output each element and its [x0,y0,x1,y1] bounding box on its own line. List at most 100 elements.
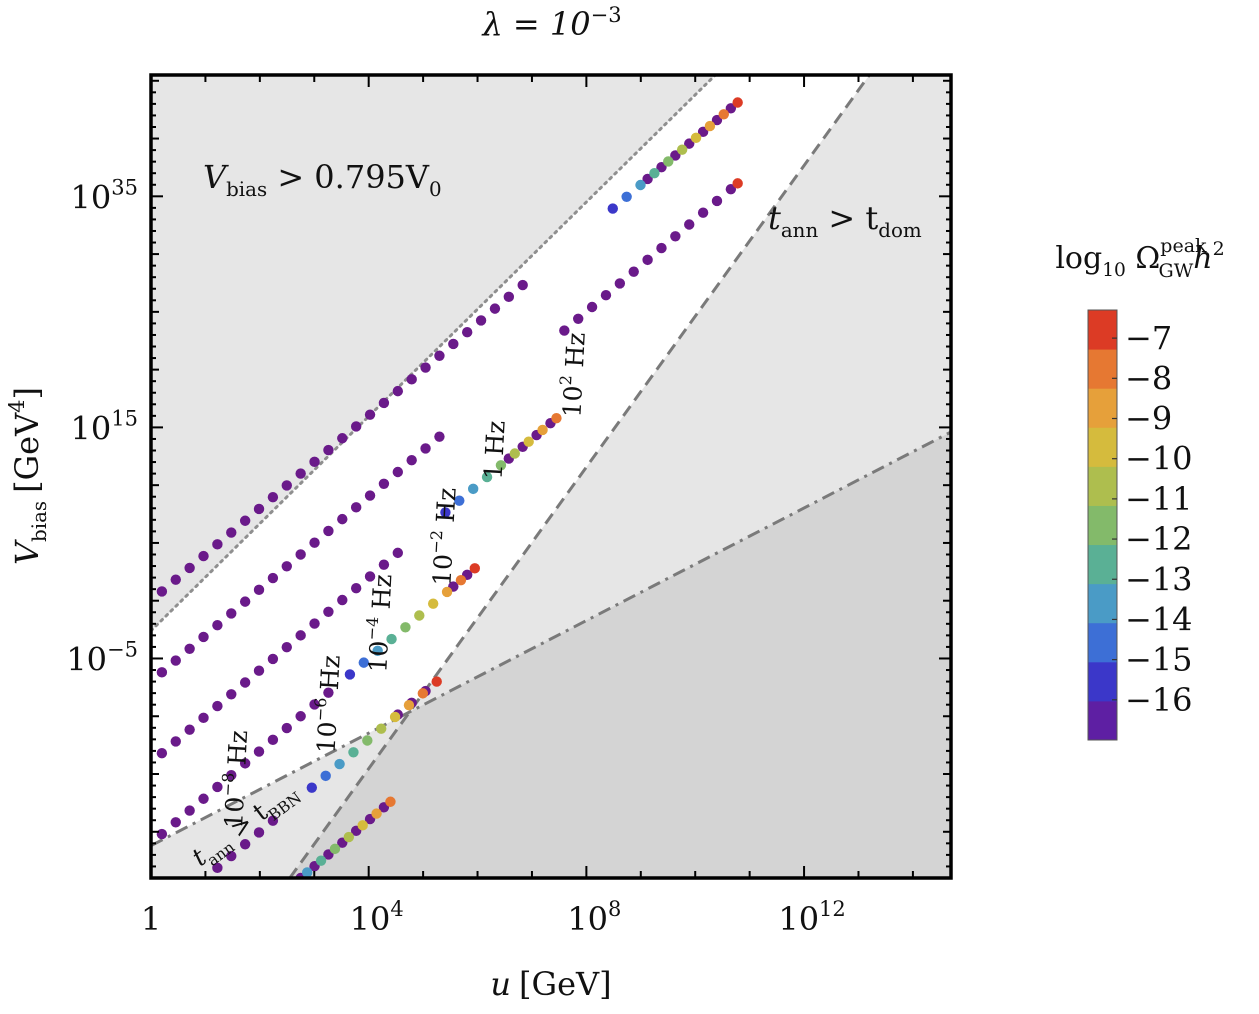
colorbar [1087,309,1118,741]
plot-frame [149,73,953,880]
tdom-region-label: tann > tdom [768,199,922,242]
data-points [156,97,743,878]
colorbar-segment [1088,661,1117,702]
data-point [226,769,237,781]
data-point [309,618,320,629]
data-point [226,608,237,619]
data-point [267,653,279,665]
chart-title: λ = 10−3 [480,3,621,43]
data-point [309,699,320,710]
data-point [239,596,251,607]
data-point [434,350,445,361]
series-label: 1 Hz [479,420,511,480]
series-label: 10−6 Hz [309,654,346,754]
data-point [253,665,265,676]
data-point [323,606,334,617]
tbbn-light-region [151,711,410,878]
colored-data-point [306,782,318,793]
data-point [489,303,501,314]
colored-data-point [414,610,425,621]
data-point [434,431,445,442]
colorbar-segment [1088,583,1117,624]
data-point [212,619,223,631]
colorbar-tick-label: −10 [1125,440,1193,478]
colored-data-point [372,645,383,657]
colored-data-point [344,669,356,680]
colored-data-point [495,460,507,471]
data-point [253,746,265,757]
colored-data-point [440,507,451,518]
series-labels: 102 Hz 1 Hz 10−2 Hz 10−4 Hz 10−6 Hz 10−8 Hz [216,332,591,829]
series-label: 10−4 Hz [360,573,397,673]
colored-data-point [455,574,467,586]
colored-data-point [386,633,397,645]
series-label: 10−8 Hz [216,729,253,829]
colorbar-segment [1088,310,1117,350]
data-point [628,266,639,277]
data-point [267,491,279,503]
colored-data-point [732,178,743,189]
data-point [586,301,598,313]
data-point [670,231,681,242]
colored-data-point [537,424,548,436]
data-point [170,736,181,747]
data-point [309,456,320,468]
data-point [281,561,292,572]
colored-data-point [635,179,646,191]
data-point [184,724,195,735]
data-point [420,362,431,373]
colored-data-point [523,436,534,447]
x-tick-label: 1 [141,900,161,938]
colored-data-point [417,688,429,699]
data-point [212,539,223,550]
colored-data-point [621,191,632,202]
colored-data-point [301,867,313,878]
data-point [212,862,223,874]
data-point [295,630,306,641]
colored-data-point [362,735,373,746]
tbbn-boundary-line [151,430,951,847]
colorbar-tick-label: −12 [1125,520,1193,558]
data-point [350,583,362,594]
colored-data-point [357,820,368,831]
colored-data-point [551,412,562,424]
data-point [364,409,376,420]
y-axis-label: Vbias[GeV4] [5,387,51,565]
data-point [614,278,626,289]
x-tick-label: 104 [350,897,404,938]
data-point [198,631,209,643]
data-point [239,758,251,769]
data-point [378,397,390,409]
tdom-boundary-line [288,75,871,878]
colored-data-point [469,563,481,574]
colorbar-frame [1087,309,1118,741]
colorbar-tick-label: −14 [1125,600,1193,638]
y-tick-label: 1015 [71,406,138,447]
colored-data-point [676,144,688,155]
colored-data-point [509,448,521,459]
series-label: 10−2 Hz [424,487,461,587]
data-point [711,114,723,126]
data-point [198,793,209,804]
plot-area: 102 Hz 1 Hz 10−2 Hz 10−4 Hz 10−6 Hz 10−8 Hz [151,75,951,878]
data-point [406,455,417,466]
data-point [684,219,695,230]
data-point [184,643,195,654]
data-point [600,290,612,301]
data-point [212,700,223,712]
data-point [184,805,195,816]
colored-data-point [467,483,479,495]
colorbar-segment [1088,505,1117,546]
data-point [475,315,487,326]
colorbar-segment [1088,466,1117,506]
vbias-boundary-line [151,75,717,633]
colored-data-point [718,109,729,120]
data-point [684,138,695,149]
data-point [642,254,653,266]
data-point [295,549,306,560]
colored-data-point [334,758,345,770]
data-point [392,547,404,559]
colored-data-point [389,711,401,723]
data-point [267,815,279,826]
